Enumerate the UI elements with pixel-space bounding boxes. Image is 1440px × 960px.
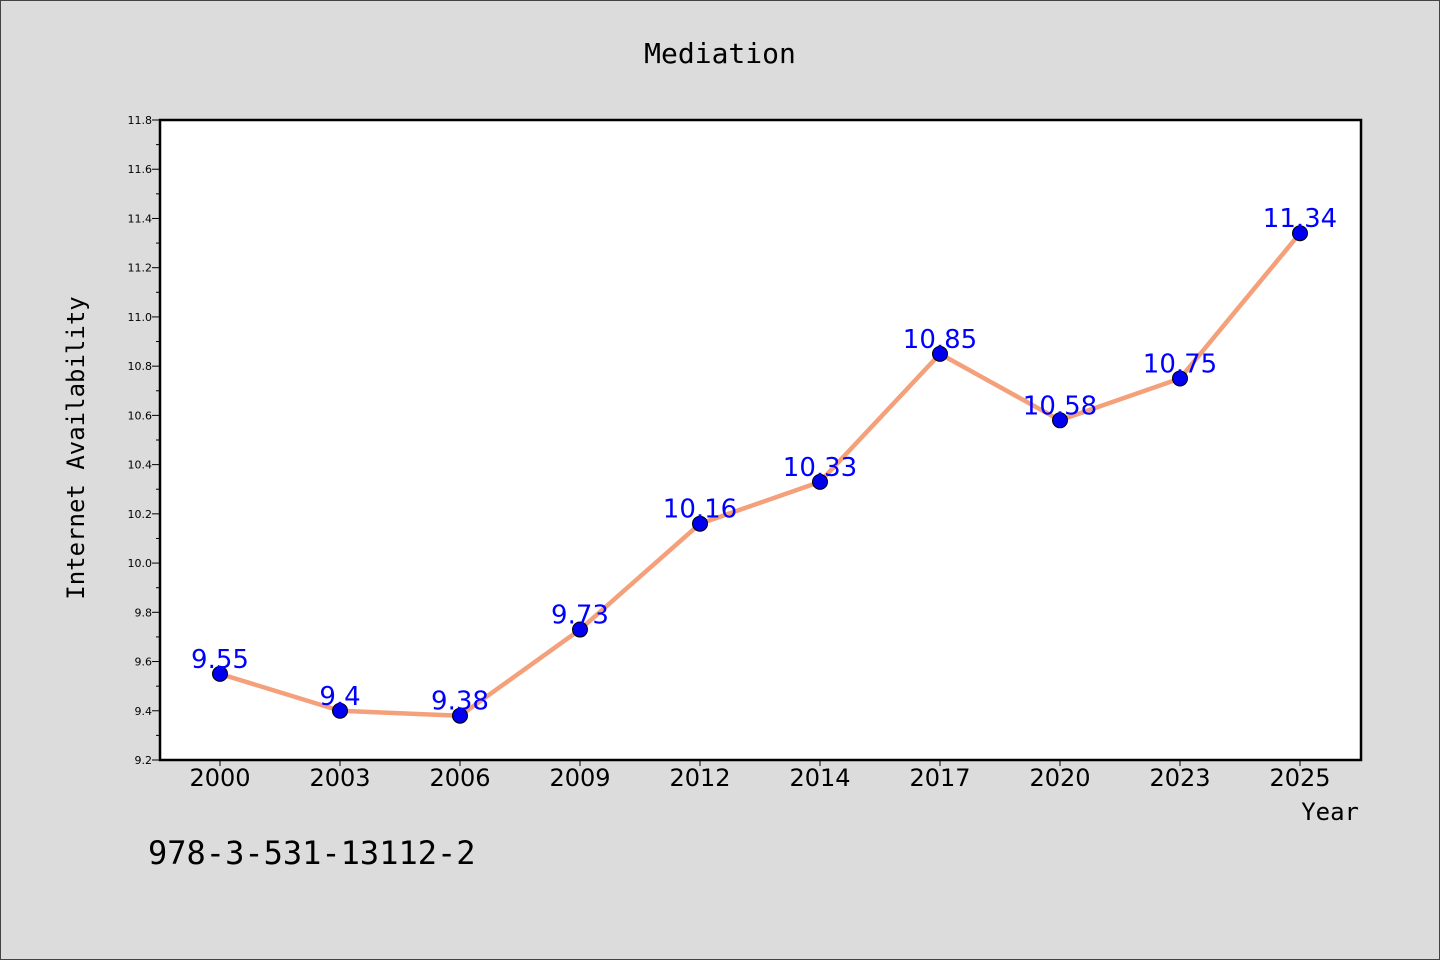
y-tick-label: 9.8 <box>135 606 153 619</box>
data-label: 9.73 <box>551 601 609 631</box>
data-label: 10.33 <box>783 453 857 483</box>
x-axis-label: Year <box>1301 798 1359 826</box>
data-label: 10.75 <box>1143 349 1217 379</box>
data-point <box>332 702 348 719</box>
data-label: 10.58 <box>1023 391 1097 421</box>
x-tick-label: 2017 <box>909 764 970 792</box>
x-tick-label: 2009 <box>549 764 610 792</box>
footnote-isbn: 978-3-531-13112-2 <box>148 834 476 872</box>
x-tick-label: 2014 <box>789 764 850 792</box>
x-tick-label: 2012 <box>669 764 730 792</box>
data-point <box>452 707 468 724</box>
data-label: 9.4 <box>319 682 360 712</box>
data-point <box>1172 370 1188 387</box>
y-tick-label: 11.0 <box>128 311 153 324</box>
data-point <box>1292 225 1308 242</box>
x-tick-label: 2023 <box>1149 764 1210 792</box>
y-tick-label: 10.2 <box>128 508 153 521</box>
data-point <box>572 621 588 638</box>
y-tick-label: 10.6 <box>128 409 153 422</box>
y-tick-label: 11.6 <box>128 163 153 176</box>
data-point <box>692 515 708 532</box>
y-tick-label: 10.0 <box>128 557 153 570</box>
data-point <box>212 665 228 682</box>
y-tick-label: 11.4 <box>128 212 153 225</box>
y-tick-label: 9.4 <box>135 705 153 718</box>
y-tick-label: 10.4 <box>128 459 153 472</box>
y-tick-label: 10.8 <box>128 360 153 373</box>
series-line <box>217 230 1303 718</box>
x-tick-label: 2006 <box>429 764 490 792</box>
y-axis: 9.2 9.4 9.6 9.8 10.0 10.2 10.4 10.6 10.8 11.0 11.2… <box>128 114 160 767</box>
plot-area <box>158 118 1363 762</box>
data-point <box>812 473 828 490</box>
x-tick-label: 2020 <box>1029 764 1090 792</box>
data-point <box>932 345 948 362</box>
data-label: 11.34 <box>1263 204 1337 234</box>
chart-title: Mediation <box>644 37 796 70</box>
x-axis: 2000 2003 2006 2009 2012 2014 2017 2020 2023 2025 <box>189 760 1331 792</box>
y-axis-label: Internet Availability <box>62 296 90 599</box>
y-tick-label: 9.6 <box>135 656 153 669</box>
data-label: 10.85 <box>903 325 977 355</box>
x-tick-label: 2025 <box>1269 764 1330 792</box>
data-point <box>1052 412 1068 429</box>
data-label: 9.55 <box>191 645 249 675</box>
data-label: 9.38 <box>431 687 489 717</box>
y-tick-label: 9.2 <box>135 754 153 767</box>
x-tick-label: 2003 <box>309 764 370 792</box>
series-availability: 9.55 9.4 9.38 9.73 10.16 10.33 10.85 10.58 10.75… <box>191 204 1337 724</box>
y-tick-label: 11.8 <box>128 114 153 127</box>
x-tick-label: 2000 <box>189 764 250 792</box>
y-tick-label: 11.2 <box>128 262 153 275</box>
data-label: 10.16 <box>663 495 737 525</box>
